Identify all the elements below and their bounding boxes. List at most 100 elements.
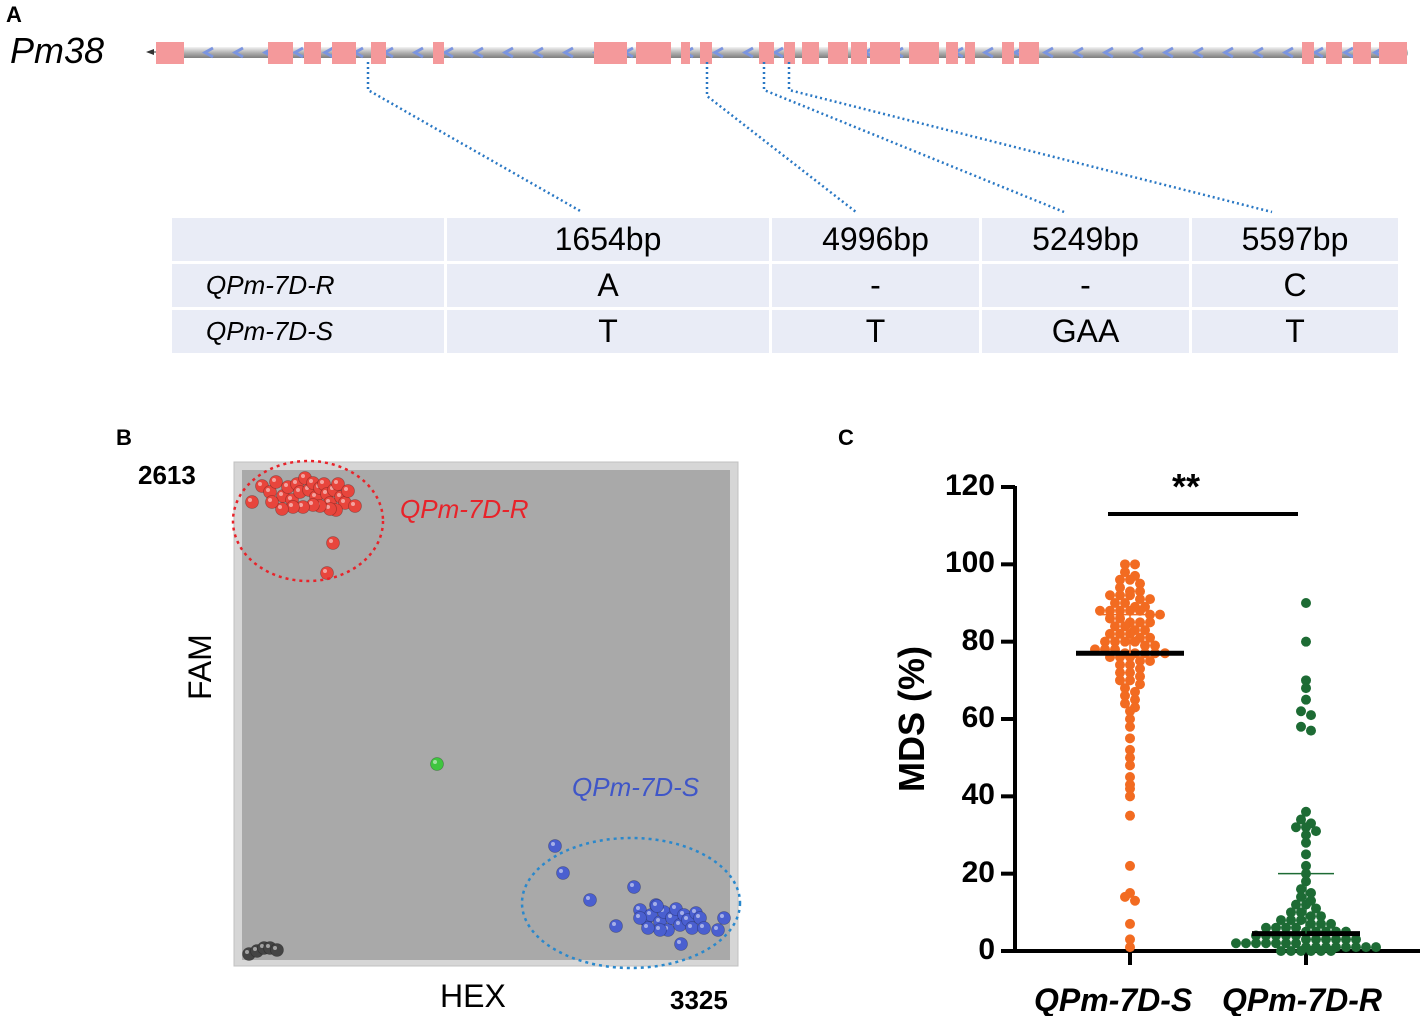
data-point <box>1351 934 1361 945</box>
exon <box>636 42 671 64</box>
gene-structure <box>146 42 1408 214</box>
data-point <box>1120 598 1130 608</box>
kasp-point-r-highlight <box>266 488 270 492</box>
data-point <box>1306 911 1316 922</box>
kasp-point-s-highlight <box>586 896 590 900</box>
kasp-points <box>242 471 731 961</box>
data-point <box>1130 636 1140 647</box>
allele-cell: - <box>980 262 1192 310</box>
y-tick-label: 20 <box>961 855 995 889</box>
exons <box>156 42 1407 64</box>
data-point <box>1291 899 1301 910</box>
allele-cell: T <box>1285 313 1305 349</box>
allele-cell: - <box>770 262 982 310</box>
data-point <box>1130 686 1140 697</box>
data-point <box>1301 675 1311 686</box>
kasp-point-r-highlight <box>326 505 330 509</box>
data-point <box>1301 860 1311 871</box>
intron-chevron-icon <box>291 46 304 59</box>
kasp-point-s-highlight <box>630 883 634 887</box>
data-point <box>1301 683 1311 694</box>
data-point <box>1130 559 1140 570</box>
kasp-point-r-highlight <box>326 499 330 503</box>
data-point <box>1301 694 1311 705</box>
kasp-point-s-highlight <box>653 902 657 906</box>
intron-chevron-icon <box>1221 46 1234 59</box>
data-point <box>1281 938 1291 949</box>
intron-chevron-icon <box>471 46 484 59</box>
data-point <box>1125 667 1135 678</box>
kasp-point-s-highlight <box>676 921 680 925</box>
position-cell: 5249bp <box>980 218 1192 264</box>
intron-chevron-icon <box>711 46 724 59</box>
kasp-point-ntc-highlight <box>245 950 249 954</box>
data-point <box>1135 671 1145 682</box>
x-category-label: QPm-7D-R <box>1222 982 1383 1016</box>
exon <box>304 42 321 64</box>
kasp-point-ntc-highlight <box>266 944 270 948</box>
data-point <box>1145 656 1155 666</box>
exon <box>1002 42 1014 64</box>
data-point <box>1261 922 1271 933</box>
data-point <box>1361 942 1371 953</box>
data-point <box>1120 683 1130 694</box>
gene-body <box>156 47 1408 58</box>
y-tick-label: 40 <box>961 778 995 812</box>
kasp-point-r-highlight <box>296 488 300 492</box>
data-point <box>1135 679 1145 690</box>
kasp-point-r-highlight <box>268 498 272 502</box>
significance-stars: ** <box>1172 466 1201 507</box>
data-point <box>1291 922 1301 933</box>
data-point <box>1125 752 1135 763</box>
cluster-s-outline <box>520 836 742 970</box>
data-point <box>1296 814 1306 825</box>
data-point <box>1135 594 1145 605</box>
exon <box>1379 42 1407 64</box>
data-point <box>1261 938 1271 949</box>
intron-chevron-icon <box>561 46 574 59</box>
data-point <box>1125 706 1135 717</box>
plot-area <box>242 470 730 960</box>
data-point <box>1291 822 1301 833</box>
data-point <box>1326 918 1336 929</box>
data-point <box>1125 810 1135 821</box>
data-point <box>1125 783 1135 794</box>
kasp-point-r-highlight <box>309 479 313 483</box>
position-cell: 1654bp <box>445 218 772 264</box>
intron-chevron-icon <box>231 46 244 59</box>
kasp-point-s-highlight <box>720 914 724 918</box>
intron-chevron-icon <box>1041 46 1054 59</box>
data-point <box>1276 915 1286 926</box>
data-point <box>1120 567 1130 578</box>
data-point <box>1306 918 1316 929</box>
intron-chevron-icon <box>501 46 514 59</box>
data-point <box>1115 667 1125 678</box>
exon <box>1353 42 1371 64</box>
intron-chevron-icon <box>1101 46 1114 59</box>
intron-chevron-icon <box>771 46 784 59</box>
data-point <box>1125 659 1135 670</box>
data-point <box>1135 617 1145 628</box>
allele-cell: T <box>445 308 772 353</box>
cluster-r-label: QPm-7D-R <box>400 494 529 524</box>
kasp-point-r-highlight <box>323 569 327 573</box>
kasp-point-s-highlight <box>672 905 676 909</box>
kasp-point-s-highlight <box>636 906 640 910</box>
kasp-point-r-highlight <box>337 493 341 497</box>
data-point <box>1140 640 1150 651</box>
data-point <box>1135 586 1145 597</box>
exon <box>759 42 774 64</box>
y-tick-label: 60 <box>961 701 995 734</box>
data-point <box>1125 574 1135 585</box>
kasp-point-ntc-highlight <box>273 946 277 950</box>
kasp-point-r-highlight <box>278 505 282 509</box>
intron-chevron-icon <box>201 46 214 59</box>
kasp-point-r-highlight <box>258 482 262 486</box>
exon <box>332 42 356 64</box>
data-point <box>1251 938 1261 949</box>
kasp-point-r-highlight <box>320 480 324 484</box>
data-point <box>1155 609 1165 620</box>
data-point <box>1135 656 1145 666</box>
exon <box>870 42 900 64</box>
